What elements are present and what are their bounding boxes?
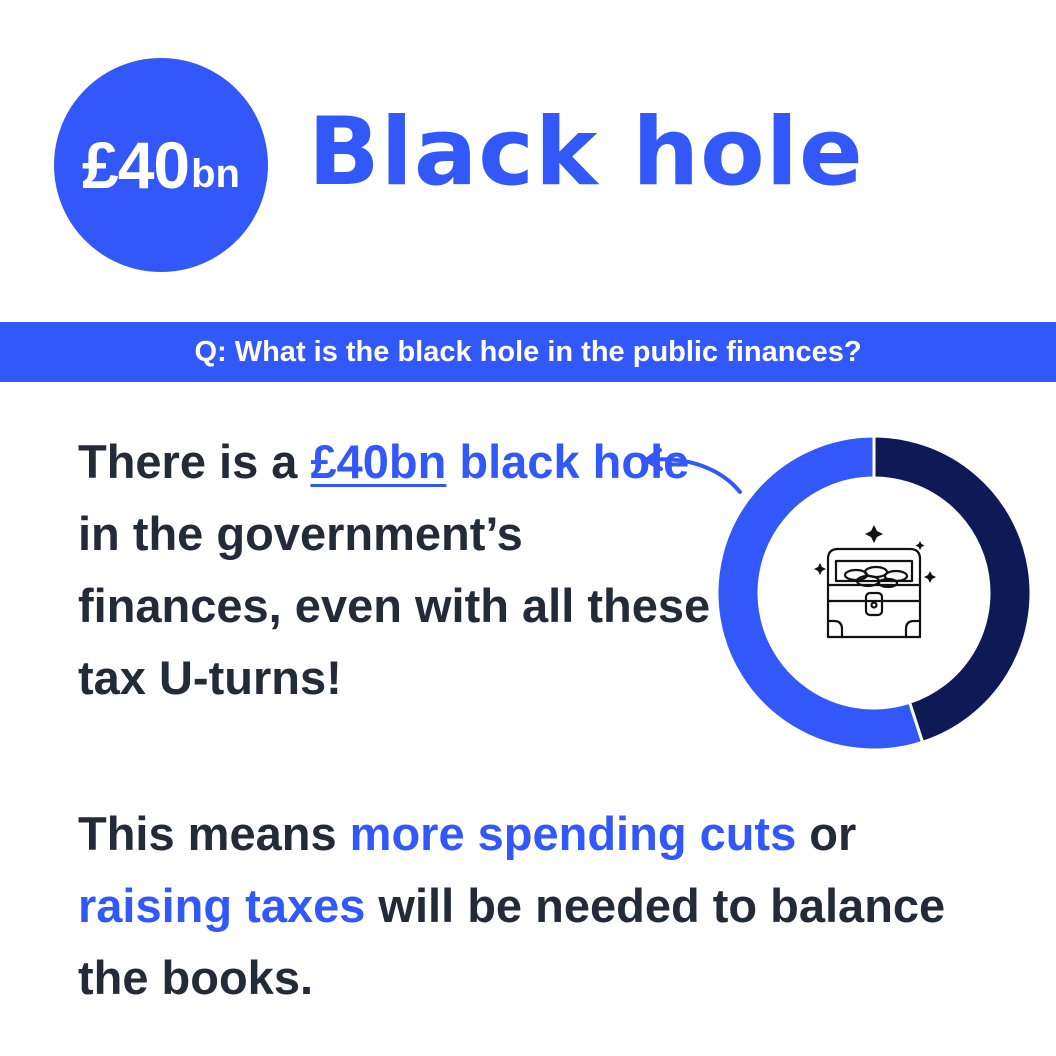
question-text: Q: What is the black hole in the public …: [194, 335, 862, 368]
donut-segment-2: [715, 434, 925, 752]
donut-segment-1: [872, 434, 1033, 745]
badge-amount: £40: [82, 128, 190, 202]
amount-badge: £40 bn: [54, 58, 268, 272]
p2-text-2: or: [796, 807, 857, 860]
question-banner: Q: What is the black hole in the public …: [0, 322, 1056, 382]
p1-text-2: in the government’s finances, even with …: [78, 507, 711, 704]
p2-text-1: This means: [78, 807, 350, 860]
paragraph-consequence: This means more spending cuts or raising…: [78, 798, 978, 1014]
p2-highlight-taxes: raising taxes: [78, 879, 366, 932]
treasure-chest-icon: [814, 525, 936, 639]
page-title: Black hole: [308, 98, 864, 207]
paragraph-black-hole: There is a £40bn black hole in the gover…: [78, 426, 718, 714]
p1-text-1: There is a: [78, 435, 311, 488]
arrow-icon: [644, 448, 742, 494]
amount-link[interactable]: £40bn: [310, 435, 447, 488]
donut-chart: [715, 434, 1033, 752]
badge-unit: bn: [191, 151, 240, 196]
p2-text-3: will be needed to balance the books.: [78, 879, 946, 1004]
p2-highlight-cuts: more spending cuts: [349, 807, 797, 860]
